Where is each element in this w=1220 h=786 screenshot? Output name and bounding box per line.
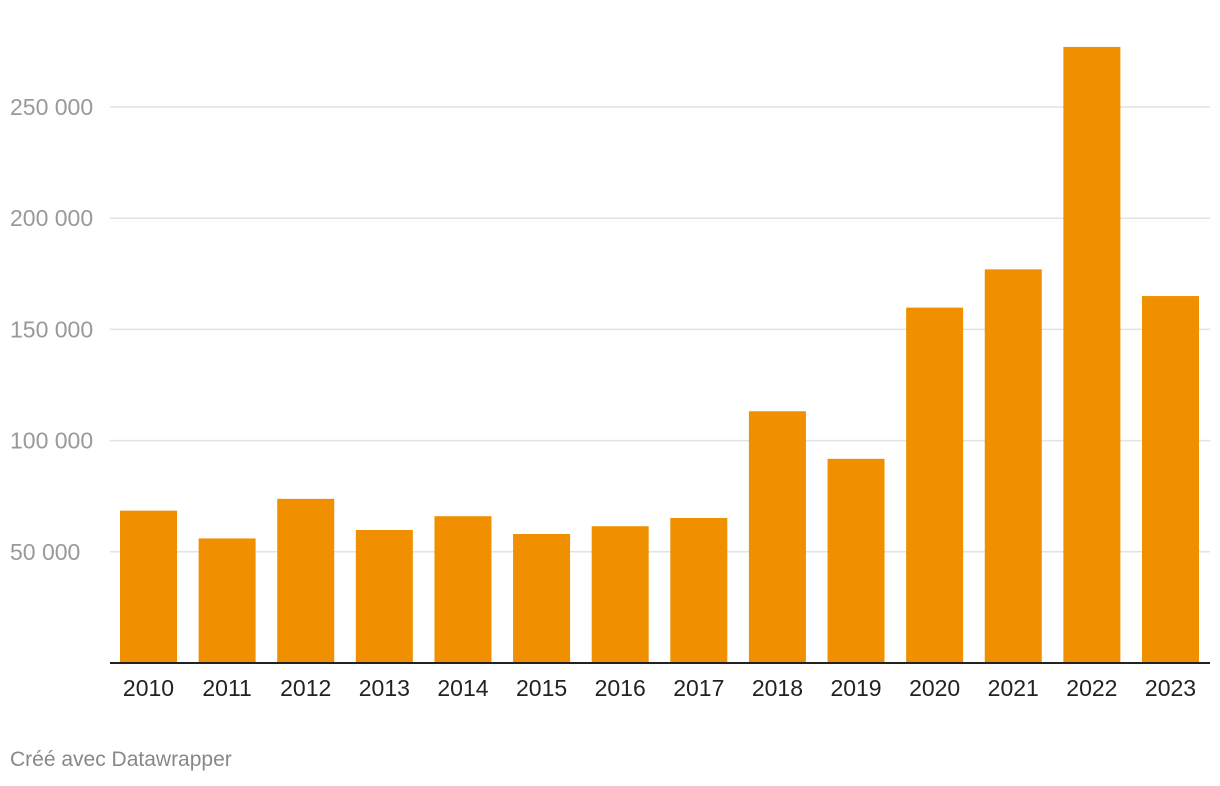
x-tick-label: 2016 <box>595 675 646 701</box>
x-tick-label: 2011 <box>202 675 251 701</box>
x-tick-label: 2012 <box>280 675 331 701</box>
x-axis-labels: 2010 2011 2012 2013 2014 2015 2016 2017 2018 2019… <box>123 675 1196 701</box>
bar-2012 <box>277 498 335 663</box>
x-tick-label: 2010 <box>123 675 174 701</box>
bar-2022 <box>1063 46 1121 663</box>
bar-2023 <box>1142 296 1199 663</box>
bar-2014 <box>434 516 492 663</box>
y-tick-label: 250 000 <box>10 94 93 120</box>
y-tick-label: 150 000 <box>10 316 93 342</box>
bar-2020 <box>906 307 964 663</box>
bar-2016 <box>591 526 649 663</box>
bar-2021 <box>984 269 1042 663</box>
x-tick-label: 2022 <box>1066 675 1117 701</box>
x-tick-label: 2023 <box>1145 675 1196 701</box>
x-tick-label: 2018 <box>752 675 803 701</box>
bar-2011 <box>198 538 256 663</box>
x-tick-label: 2021 <box>988 675 1039 701</box>
y-tick-label: 200 000 <box>10 205 93 231</box>
bars <box>120 46 1199 663</box>
x-tick-label: 2019 <box>830 675 881 701</box>
bar-2019 <box>827 458 885 663</box>
y-tick-label: 100 000 <box>10 428 93 454</box>
bar-2018 <box>748 411 806 663</box>
x-tick-label: 2015 <box>516 675 567 701</box>
y-tick-label: 50 000 <box>10 539 80 565</box>
x-tick-label: 2020 <box>909 675 960 701</box>
bar-2010 <box>120 510 177 663</box>
bar-2017 <box>670 517 728 663</box>
x-tick-label: 2017 <box>673 675 724 701</box>
x-tick-label: 2013 <box>359 675 410 701</box>
bar-2013 <box>355 530 413 663</box>
x-tick-label: 2014 <box>437 675 488 701</box>
gridlines <box>110 106 1210 553</box>
y-axis-labels: 50 000 100 000 150 000 200 000 250 000 <box>10 94 93 565</box>
bar-2015 <box>513 534 571 663</box>
footer-credit: Créé avec Datawrapper <box>10 748 232 771</box>
